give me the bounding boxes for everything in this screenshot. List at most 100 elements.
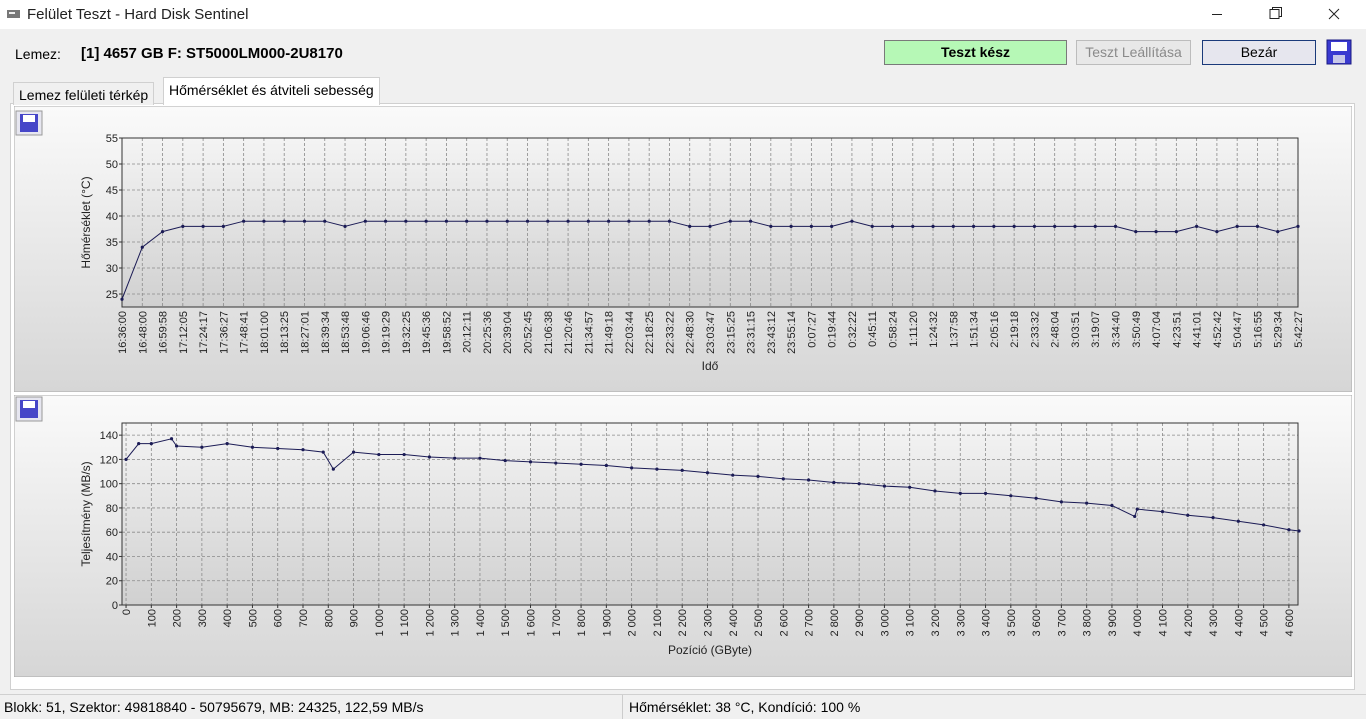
x-tick-label: 3 200 xyxy=(930,609,942,637)
x-tick-label: 3 500 xyxy=(1006,609,1018,637)
x-tick-label: 4:52:42 xyxy=(1212,311,1224,348)
x-tick-label: 2 300 xyxy=(702,609,714,637)
x-tick-label: 5:29:34 xyxy=(1273,311,1285,348)
data-point xyxy=(604,463,608,468)
x-tick-label: 4:07:04 xyxy=(1151,311,1163,348)
x-tick-label: 18:01:00 xyxy=(259,311,271,354)
x-tick-label: 20:52:45 xyxy=(523,311,535,354)
x-tick-label: 18:53:48 xyxy=(340,311,352,354)
close-button[interactable]: Bezár xyxy=(1202,40,1316,65)
data-point xyxy=(971,224,976,228)
x-tick-label: 0:19:44 xyxy=(827,311,839,348)
x-tick-label: 20:25:36 xyxy=(482,311,494,354)
x-tick-label: 16:48:00 xyxy=(137,311,149,354)
x-tick-label: 22:03:44 xyxy=(624,311,636,354)
x-tick-label: 4:41:01 xyxy=(1192,311,1204,348)
disk-name: [1] 4657 GB F: ST5000LM000-2U8170 xyxy=(81,45,343,62)
data-point xyxy=(137,442,141,446)
data-point xyxy=(748,219,753,223)
x-tick-label: 2 100 xyxy=(652,609,664,637)
data-point xyxy=(221,224,225,228)
data-point xyxy=(857,482,861,486)
data-point xyxy=(680,468,684,472)
tab[interactable]: Lemez felületi térkép xyxy=(13,82,155,105)
stop-button[interactable]: Teszt Leállítása xyxy=(1076,40,1191,65)
x-tick-label: 3 800 xyxy=(1082,609,1094,637)
x-tick-label: 18:39:34 xyxy=(320,311,332,354)
x-tick-label: 18:13:25 xyxy=(279,311,291,354)
save-chart-button[interactable] xyxy=(15,396,43,422)
data-point xyxy=(485,219,489,223)
data-point xyxy=(931,224,935,228)
data-point xyxy=(1135,507,1139,511)
x-tick-label: 700 xyxy=(298,609,310,627)
x-tick-label: 19:19:29 xyxy=(381,311,393,354)
data-point xyxy=(140,245,144,249)
data-point xyxy=(1236,519,1240,523)
x-tick-label: 2 700 xyxy=(804,609,816,637)
data-point xyxy=(453,456,457,460)
test-status: Teszt kész xyxy=(884,40,1067,65)
window-controls[interactable] xyxy=(1190,0,1366,29)
y-tick-label: 50 xyxy=(106,159,118,171)
x-tick-label: 3 300 xyxy=(955,609,967,637)
x-tick-label: 3:50:49 xyxy=(1131,311,1143,348)
data-point xyxy=(688,224,692,228)
x-tick-label: 17:48:41 xyxy=(239,311,251,354)
data-point xyxy=(554,461,558,465)
x-tick-label: 0:45:11 xyxy=(867,311,879,347)
data-point xyxy=(951,224,955,228)
x-tick-label: 16:36:00 xyxy=(117,311,129,354)
x-tick-label: 1 000 xyxy=(374,609,386,637)
y-tick-label: 30 xyxy=(106,263,118,275)
x-tick-label: 5:42:27 xyxy=(1293,311,1305,348)
data-point xyxy=(627,219,631,223)
data-point xyxy=(323,219,327,223)
data-point xyxy=(1211,516,1215,520)
data-point xyxy=(769,224,773,228)
app-icon xyxy=(7,10,20,18)
data-point xyxy=(225,442,229,446)
x-tick-label: 23:03:47 xyxy=(705,311,717,354)
data-point xyxy=(1255,224,1260,228)
window-title: Felület Teszt - Hard Disk Sentinel xyxy=(27,6,249,23)
data-point xyxy=(276,446,280,451)
x-tick-label: 600 xyxy=(273,609,285,627)
data-point xyxy=(301,448,305,452)
data-point xyxy=(383,219,388,223)
data-point xyxy=(160,230,165,234)
tab-active[interactable]: Hőmérséklet és átviteli sebesség xyxy=(163,77,380,105)
x-tick-label: 3:34:40 xyxy=(1111,311,1123,348)
x-tick-label: 19:45:36 xyxy=(421,311,433,354)
data-point xyxy=(992,224,996,228)
save-chart-button[interactable] xyxy=(15,110,43,136)
save-button[interactable] xyxy=(1326,39,1352,65)
data-point xyxy=(1186,513,1190,517)
data-point xyxy=(250,445,255,449)
x-tick-label: 1:11:20 xyxy=(908,311,920,347)
x-tick-label: 4:23:51 xyxy=(1171,311,1183,348)
data-point xyxy=(1113,224,1118,228)
temperature-chart: 25 30 35 40 45 50 55 16:36:00 16:48:00 16:59:58 17… xyxy=(14,106,1352,392)
x-tick-label: 1:51:34 xyxy=(969,311,981,348)
data-point xyxy=(525,219,530,223)
y-tick-label: 35 xyxy=(106,237,118,249)
status-bar: Blokk: 51, Szektor: 49818840 - 50795679,… xyxy=(0,694,1366,719)
data-point xyxy=(175,444,179,448)
data-point xyxy=(1262,523,1266,527)
x-tick-label: 2:19:18 xyxy=(1009,311,1021,348)
data-line xyxy=(125,438,1300,532)
y-tick-label: 20 xyxy=(106,576,118,588)
data-point xyxy=(1059,500,1063,504)
x-tick-label: 2 200 xyxy=(677,609,689,637)
data-point xyxy=(377,452,381,457)
x-tick-label: 0 xyxy=(121,609,133,615)
y-tick-label: 40 xyxy=(106,551,118,563)
x-tick-label: 3 400 xyxy=(981,609,993,637)
x-tick-label: 2 800 xyxy=(829,609,841,637)
status-right: Hőmérséklet: 38 °C, Kondíció: 100 % xyxy=(629,699,861,715)
data-point xyxy=(1032,224,1037,228)
data-point xyxy=(850,219,854,223)
data-point xyxy=(200,445,204,449)
x-tick-label: 17:24:17 xyxy=(198,311,210,354)
